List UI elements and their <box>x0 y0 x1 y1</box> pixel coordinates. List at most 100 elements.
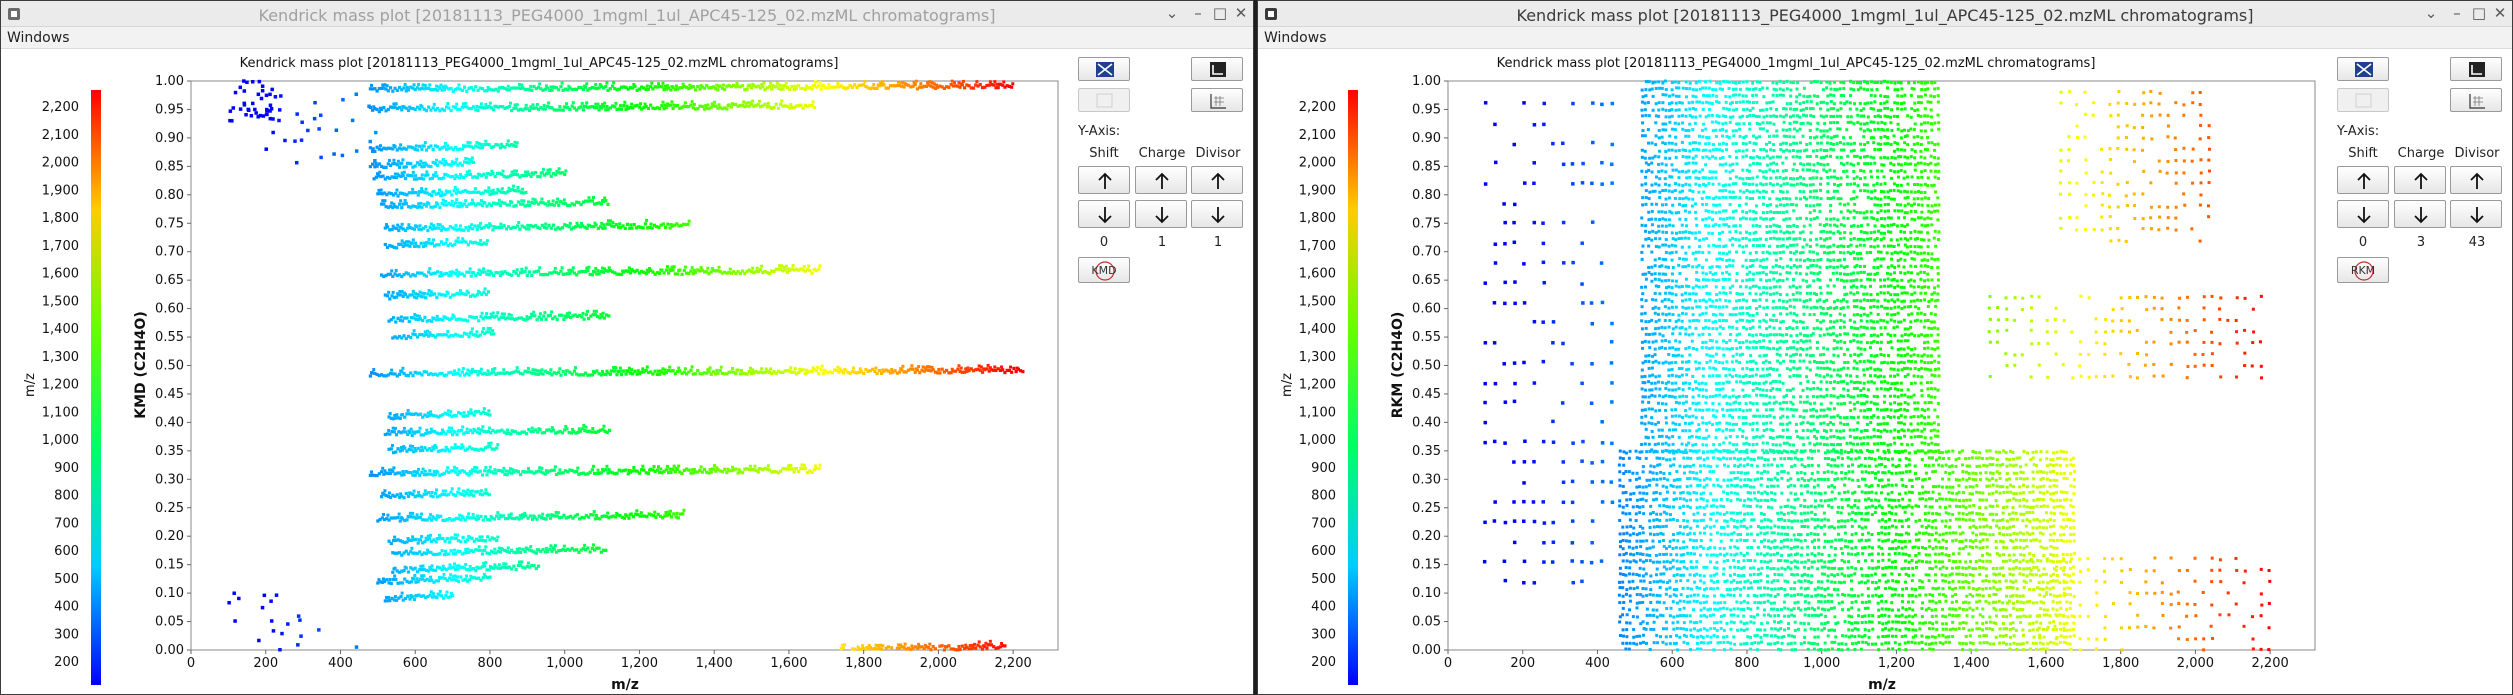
data-point <box>411 289 415 293</box>
data-point <box>475 330 479 334</box>
kmd-mode-button[interactable]: KMD <box>1078 257 1130 283</box>
data-point <box>421 226 426 230</box>
data-point <box>472 190 476 194</box>
data-point <box>590 199 594 203</box>
data-point <box>635 268 639 273</box>
data-point <box>1691 387 1695 391</box>
data-point <box>459 540 463 544</box>
data-point <box>422 492 426 496</box>
data-point <box>400 161 404 165</box>
data-point <box>664 87 668 91</box>
data-point <box>492 315 497 319</box>
kendrick-chart[interactable]: Kendrick mass plot [20181113_PEG4000_1mg… <box>1258 50 2513 695</box>
data-point <box>481 538 485 543</box>
title-bar[interactable]: Kendrick mass plot [20181113_PEG4000_1mg… <box>1258 1 2512 27</box>
data-point <box>394 538 398 543</box>
data-point <box>418 412 423 416</box>
data-point <box>1727 380 1731 384</box>
data-point <box>762 81 766 85</box>
kendrick-chart[interactable]: Kendrick mass plot [20181113_PEG4000_1mg… <box>1 50 1254 695</box>
data-point <box>492 566 496 570</box>
menu-windows[interactable]: Windows <box>1264 30 1327 46</box>
data-point <box>592 430 596 434</box>
data-point <box>767 370 772 374</box>
data-point <box>400 171 404 175</box>
data-point <box>462 160 467 164</box>
data-point <box>1725 80 1729 84</box>
close-button[interactable]: ✕ <box>2493 4 2507 22</box>
shift-down-button[interactable] <box>1078 200 1130 228</box>
data-point <box>527 227 531 231</box>
data-point <box>572 430 576 434</box>
data-point <box>397 242 401 246</box>
data-point <box>877 84 881 88</box>
grid-toggle-button[interactable] <box>1191 88 1243 112</box>
data-point <box>626 269 630 273</box>
data-point <box>684 85 689 89</box>
data-point <box>1674 374 1678 378</box>
data-point <box>1718 203 1722 207</box>
data-point <box>399 594 403 599</box>
data-point <box>1654 409 1658 413</box>
data-point <box>429 272 433 276</box>
minimize-button[interactable]: – <box>1194 4 1202 22</box>
data-point <box>745 87 749 91</box>
data-point <box>1720 149 1724 153</box>
data-point <box>581 108 585 112</box>
charge-up-button[interactable] <box>1135 166 1187 194</box>
data-point <box>581 311 585 315</box>
data-point <box>436 515 440 519</box>
data-point <box>512 169 516 173</box>
data-point <box>617 468 621 472</box>
disabled-button[interactable] <box>1078 88 1130 112</box>
data-point <box>640 107 644 111</box>
data-point <box>1684 257 1688 261</box>
divisor-down-button[interactable] <box>1191 200 1243 228</box>
data-point <box>486 445 490 449</box>
data-point <box>405 85 409 89</box>
data-point <box>481 317 485 321</box>
data-point <box>510 170 514 174</box>
charge-down-button[interactable] <box>1135 200 1187 228</box>
data-point <box>471 567 476 571</box>
data-point <box>510 273 514 277</box>
axes-settings-button[interactable] <box>1191 57 1243 81</box>
data-point <box>1717 427 1721 431</box>
divisor-up-button[interactable] <box>1191 166 1243 194</box>
data-point <box>1671 93 1675 97</box>
data-point <box>461 367 465 371</box>
data-point <box>640 269 644 274</box>
data-point <box>430 241 435 245</box>
data-point <box>387 518 391 522</box>
data-point <box>1644 332 1648 336</box>
data-point <box>635 103 639 107</box>
data-point <box>424 274 429 278</box>
minimize-button[interactable]: – <box>2453 4 2461 22</box>
minimize-icon[interactable]: ⌄ <box>2424 4 2438 22</box>
data-point <box>920 368 924 372</box>
data-point <box>474 144 478 148</box>
shift-up-button[interactable] <box>1078 166 1130 194</box>
color-scale-tick: 2,100 <box>1299 128 1336 143</box>
data-point <box>403 577 407 581</box>
data-point <box>1712 366 1716 370</box>
data-point <box>747 369 751 374</box>
maximize-button[interactable]: □ <box>2471 4 2487 22</box>
data-point <box>375 164 379 168</box>
menu-windows[interactable]: Windows <box>7 30 70 46</box>
data-point <box>510 187 514 192</box>
data-point <box>268 92 272 97</box>
data-point <box>494 143 498 147</box>
data-point <box>586 88 590 92</box>
reset-zoom-button[interactable] <box>1078 57 1130 81</box>
data-point <box>1661 188 1665 192</box>
data-point <box>447 106 451 110</box>
data-point <box>1711 224 1715 228</box>
title-bar[interactable]: Kendrick mass plot [20181113_PEG4000_1mg… <box>1 1 1253 27</box>
data-point <box>430 564 434 568</box>
minimize-icon[interactable]: ⌄ <box>1165 4 1179 22</box>
close-button[interactable]: ✕ <box>1234 4 1248 22</box>
x-tick-label: 2,000 <box>920 656 957 671</box>
data-point <box>641 464 645 468</box>
maximize-button[interactable]: □ <box>1212 4 1228 22</box>
